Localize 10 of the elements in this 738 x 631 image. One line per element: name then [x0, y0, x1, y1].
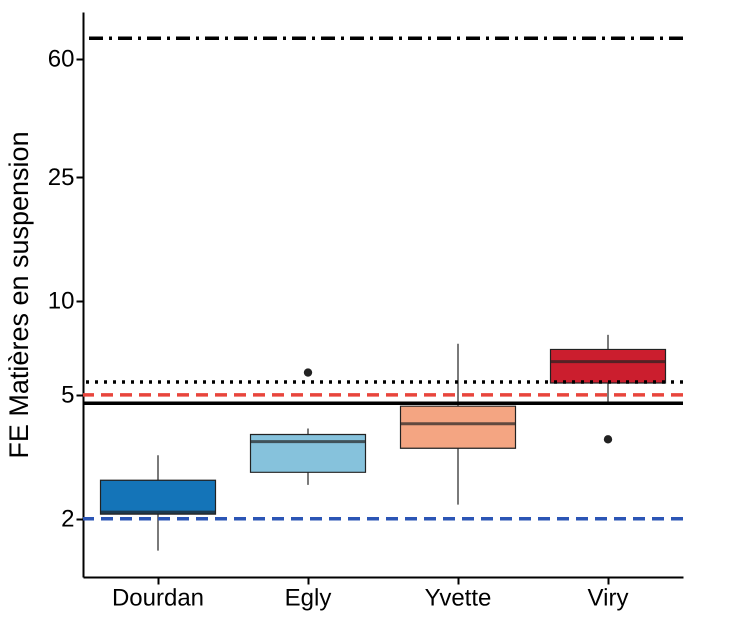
x-tick-label: Yvette: [424, 584, 492, 612]
y-tick-label: 5: [61, 381, 74, 408]
y-axis-title: FE Matières en suspension: [4, 131, 34, 459]
x-tick-label: Egly: [284, 584, 332, 612]
y-tick-label: 10: [48, 288, 74, 315]
x-tick-label: Viry: [588, 584, 628, 612]
y-tick-label: 2: [61, 505, 74, 532]
x-tick-label: Dourdan: [112, 584, 204, 612]
y-tick-label: 25: [48, 164, 74, 191]
y-tick-label: 60: [48, 46, 74, 73]
